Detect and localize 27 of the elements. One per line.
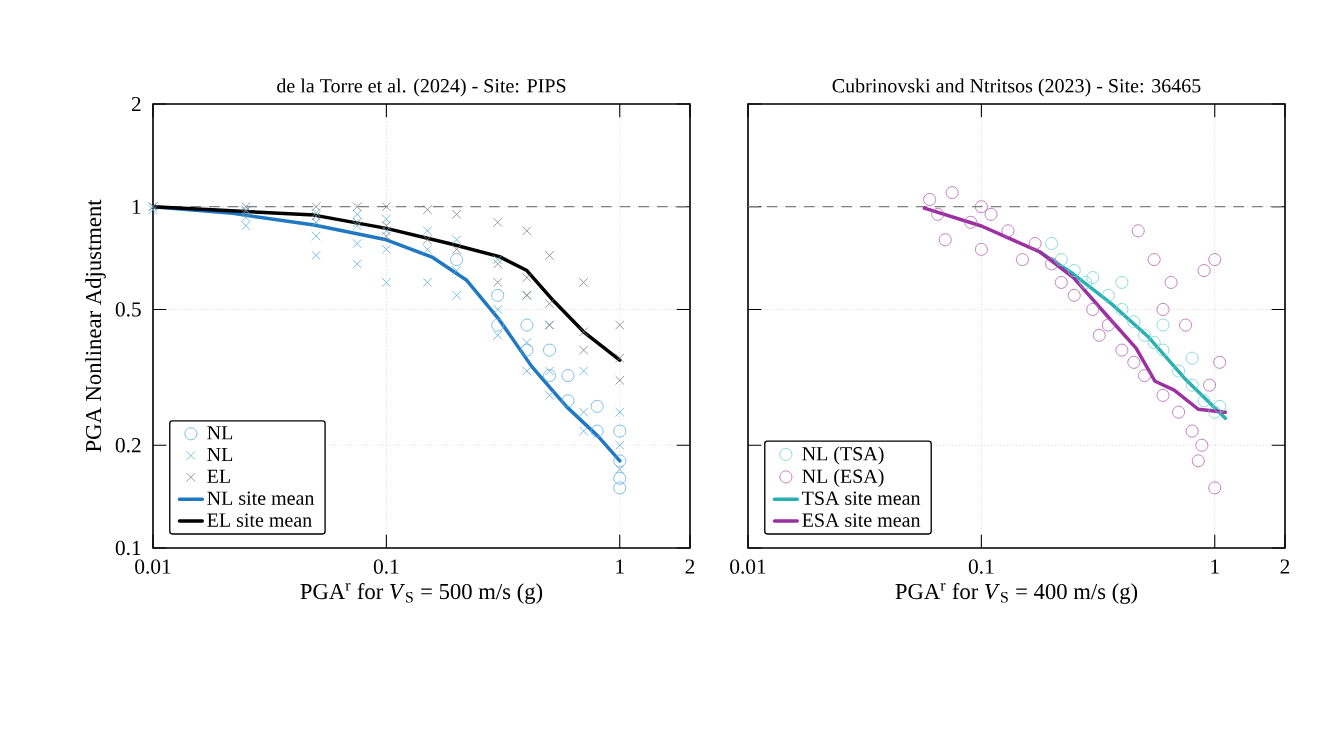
x-tick-label: 0.1 (373, 559, 399, 574)
y-axis-title: PGA Nonlinear Adjustment (85, 199, 106, 452)
chart-title: de la Torre et al. (2024) - Site: PIPS (277, 78, 566, 97)
legend-label: NL (ESA) (802, 468, 884, 488)
x-tick-label: 0.01 (730, 559, 766, 574)
legend-label: ESA site mean (802, 513, 921, 527)
legend-label: EL site mean (207, 513, 312, 527)
legend-label: NL site mean (207, 491, 315, 505)
legend-label: NL (207, 448, 233, 462)
x-tick-label: 0.01 (135, 559, 171, 574)
y-tick-label: 2 (131, 96, 141, 112)
x-tick-label: 1 (1211, 559, 1219, 574)
legend-label: NL (TSA) (802, 446, 884, 465)
legend-label: TSA site mean (802, 491, 921, 505)
y-tick-label: 0.5 (115, 302, 141, 317)
x-tick-label: 0.1 (968, 559, 994, 574)
legend-label: EL (207, 469, 230, 483)
x-tick-label: 2 (1280, 559, 1290, 574)
x-tick-label: 1 (616, 559, 624, 574)
legend-label: NL (207, 426, 233, 440)
x-axis-title: PGA$^{r}$ for V$_{S}$ = 400 m/s (g) (895, 583, 1138, 604)
chart-title: Cubrinovski and Ntritsos (2023) - Site: 36465 (832, 78, 1201, 97)
x-tick-label: 2 (685, 559, 695, 574)
y-tick-label: 0.1 (115, 540, 141, 556)
y-tick-label: 1 (132, 199, 141, 214)
y-tick-label: 0.2 (115, 438, 141, 453)
x-axis-title: PGA$^{r}$ for V$_{S}$ = 500 m/s (g) (300, 583, 543, 604)
